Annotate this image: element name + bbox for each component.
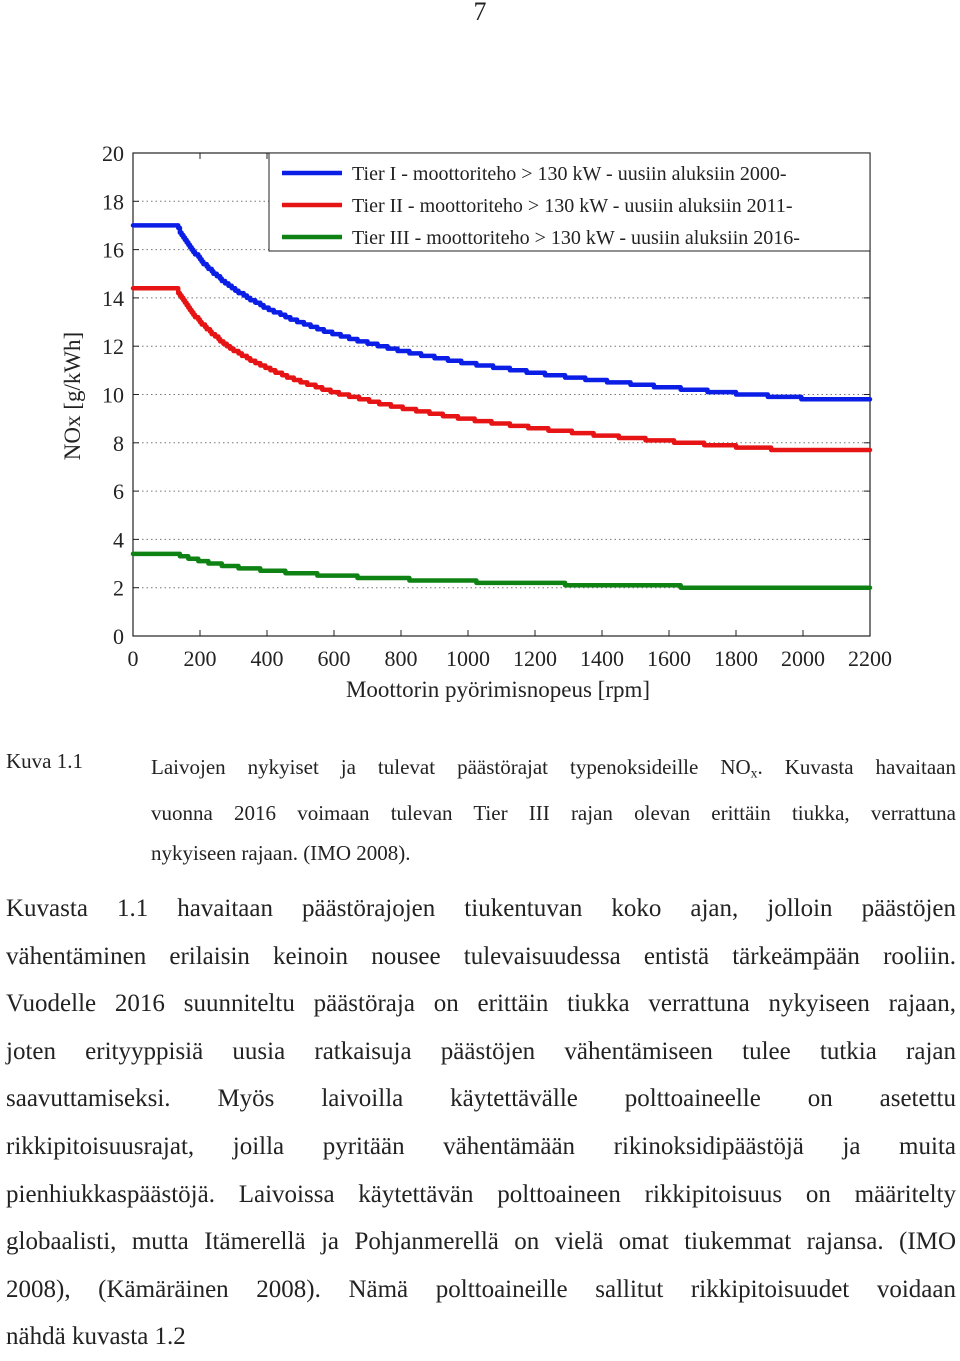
- x-tick-label: 1600: [647, 646, 691, 671]
- x-tick-label: 200: [184, 646, 217, 671]
- x-tick-label: 1200: [513, 646, 557, 671]
- page-number: 7: [473, 0, 487, 26]
- y-tick-label: 20: [102, 141, 124, 166]
- x-tick-label: 0: [128, 646, 139, 671]
- legend-label-tier-2: Tier II - moottoriteho > 130 kW - uusiin…: [352, 195, 793, 217]
- caption-line-3: nykyiseen rajaan. (IMO 2008).: [151, 841, 411, 866]
- body-line: rikkipitoisuusrajat, joilla pyritään väh…: [6, 1132, 956, 1160]
- caption-line-1-end: . Kuvasta havaitaan: [757, 755, 956, 779]
- body-line: pienhiukkaspäästöjä. Laivoissa käytettäv…: [6, 1180, 956, 1208]
- series-line-tier-2: [130, 285, 873, 453]
- y-tick-label: 18: [102, 189, 124, 214]
- figure-caption-text: Laivojen nykyiset ja tulevat päästörajat…: [151, 747, 956, 873]
- y-tick-label: 0: [113, 624, 124, 649]
- body-line: vähentäminen erilaisin keinoin nousee tu…: [6, 942, 956, 970]
- caption-subscript: x: [750, 765, 758, 781]
- x-tick-label: 2200: [848, 646, 892, 671]
- y-tick-label: 12: [102, 334, 124, 359]
- chart-gridlines: [133, 200, 870, 589]
- x-axis-label: Moottorin pyörimisnopeus [rpm]: [346, 677, 650, 702]
- y-tick-label: 8: [113, 431, 124, 456]
- x-tick-label: 1000: [446, 646, 490, 671]
- y-tick-label: 6: [113, 479, 124, 504]
- body-line: Kuvasta 1.1 havaitaan päästörajojen tiuk…: [6, 895, 956, 922]
- y-axis-label: NOx [g/kWh]: [60, 332, 85, 460]
- body-line: Vuodelle 2016 suunniteltu päästöraja on …: [6, 990, 956, 1018]
- chart-legend: Tier I - moottoriteho > 130 kW - uusiin …: [268, 152, 871, 252]
- caption-line-1-text: Laivojen nykyiset ja tulevat päästörajat…: [151, 755, 751, 779]
- x-tick-label: 1400: [580, 646, 624, 671]
- body-line: 2008), (Kämäräinen 2008). Nämä polttoain…: [6, 1275, 956, 1303]
- y-tick-label: 2: [113, 576, 124, 601]
- y-tick-label: 10: [102, 383, 124, 408]
- body-line: saavuttamiseksi. Myös laivoilla käytettä…: [6, 1085, 956, 1113]
- chart-series: [130, 223, 873, 590]
- y-tick-label: 14: [102, 286, 124, 311]
- y-tick-label: 4: [113, 527, 124, 552]
- body-paragraph: Kuvasta 1.1 havaitaan päästörajojen tiuk…: [6, 885, 956, 1361]
- x-tick-label: 1800: [714, 646, 758, 671]
- x-tick-label: 2000: [781, 646, 825, 671]
- body-line: nähdä kuvasta 1.2: [6, 1323, 186, 1351]
- y-tick-label: 16: [102, 238, 124, 263]
- figure-caption-label: Kuva 1.1: [6, 749, 83, 773]
- caption-line-2: vuonna 2016 voimaan tulevan Tier III raj…: [151, 801, 956, 826]
- legend-label-tier-1: Tier I - moottoriteho > 130 kW - uusiin …: [352, 163, 787, 185]
- body-line: globaalisti, mutta Itämerellä ja Pohjanm…: [6, 1228, 956, 1256]
- x-tick-label: 400: [251, 646, 284, 671]
- series-line-tier-1: [130, 223, 873, 402]
- x-tick-label: 600: [318, 646, 351, 671]
- legend-label-tier-3: Tier III - moottoriteho > 130 kW - uusii…: [352, 227, 800, 249]
- caption-line-1: Laivojen nykyiset ja tulevat päästörajat…: [151, 747, 956, 793]
- legend-box: [268, 152, 871, 252]
- x-tick-label: 800: [385, 646, 418, 671]
- body-line: joten erityyppisiä uusia ratkaisuja pääs…: [6, 1037, 956, 1065]
- series-line-tier-3: [130, 551, 873, 590]
